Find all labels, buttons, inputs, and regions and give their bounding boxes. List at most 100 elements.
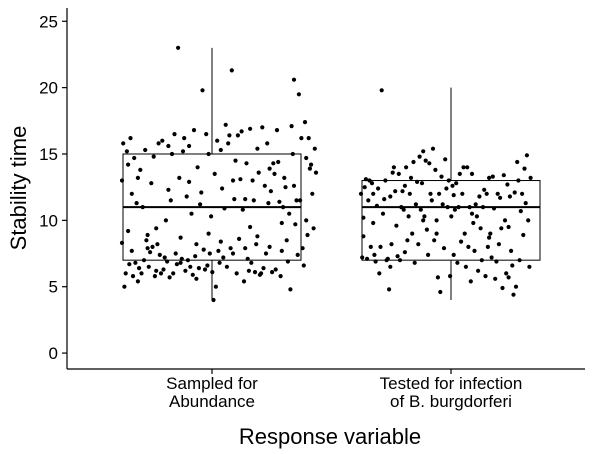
data-point bbox=[184, 194, 189, 199]
data-point bbox=[165, 259, 170, 264]
data-point bbox=[177, 175, 182, 180]
data-point bbox=[363, 177, 368, 182]
data-point bbox=[156, 141, 161, 146]
data-point bbox=[230, 251, 236, 256]
data-point bbox=[473, 202, 478, 207]
data-point bbox=[438, 289, 443, 295]
data-point bbox=[139, 271, 144, 276]
data-point bbox=[404, 165, 409, 170]
data-point bbox=[480, 205, 486, 210]
data-point bbox=[310, 191, 315, 196]
data-point bbox=[528, 175, 533, 180]
data-point bbox=[388, 194, 393, 199]
data-point bbox=[152, 274, 157, 279]
data-point bbox=[291, 77, 297, 82]
data-point bbox=[485, 244, 490, 249]
data-point bbox=[263, 251, 269, 256]
data-point bbox=[371, 220, 376, 226]
data-point bbox=[495, 191, 500, 196]
data-point bbox=[169, 151, 175, 157]
data-point bbox=[299, 136, 304, 141]
data-point bbox=[369, 181, 375, 186]
data-point bbox=[128, 136, 133, 141]
data-point bbox=[445, 205, 450, 210]
data-point bbox=[239, 129, 244, 134]
data-point bbox=[402, 250, 407, 255]
data-point bbox=[389, 242, 394, 247]
data-point bbox=[361, 234, 366, 239]
data-point bbox=[277, 199, 282, 204]
data-point bbox=[496, 242, 501, 247]
data-point bbox=[141, 258, 147, 263]
data-point bbox=[216, 248, 221, 253]
data-point bbox=[487, 235, 492, 240]
data-point bbox=[509, 248, 514, 253]
data-point bbox=[215, 138, 220, 143]
data-point bbox=[515, 159, 520, 165]
y-tick-label: 0 bbox=[49, 344, 58, 363]
data-point bbox=[437, 191, 442, 196]
data-point bbox=[478, 226, 483, 231]
data-point bbox=[507, 194, 512, 199]
data-point bbox=[471, 220, 476, 226]
data-point bbox=[434, 231, 439, 236]
data-point bbox=[195, 165, 200, 170]
data-point bbox=[368, 244, 373, 249]
data-point bbox=[456, 205, 461, 210]
data-point bbox=[218, 147, 223, 153]
data-point bbox=[210, 270, 215, 275]
data-point bbox=[250, 178, 255, 183]
data-point bbox=[134, 201, 139, 206]
data-point bbox=[234, 271, 239, 276]
data-point bbox=[477, 194, 482, 199]
data-point bbox=[511, 292, 516, 297]
data-point bbox=[217, 260, 222, 265]
data-point bbox=[183, 268, 188, 273]
data-point bbox=[145, 232, 150, 238]
data-point bbox=[455, 260, 460, 265]
data-point bbox=[479, 258, 484, 263]
data-point bbox=[221, 255, 226, 260]
data-point bbox=[283, 185, 288, 190]
data-point bbox=[407, 191, 412, 196]
data-point bbox=[309, 162, 314, 167]
data-point bbox=[423, 158, 428, 163]
data-point bbox=[365, 256, 370, 261]
data-point bbox=[301, 263, 306, 268]
data-point bbox=[262, 183, 267, 188]
y-axis-title: Stability time bbox=[6, 126, 31, 251]
y-tick-label: 25 bbox=[39, 12, 58, 31]
data-point bbox=[284, 238, 289, 243]
data-point bbox=[360, 255, 365, 260]
data-point bbox=[189, 211, 194, 216]
data-point bbox=[396, 171, 401, 176]
data-point bbox=[232, 197, 237, 202]
data-point bbox=[393, 189, 398, 194]
data-point bbox=[187, 143, 192, 149]
data-point bbox=[469, 171, 475, 176]
data-point bbox=[188, 264, 193, 269]
data-point bbox=[483, 274, 488, 279]
data-point bbox=[510, 263, 515, 268]
data-point bbox=[143, 147, 148, 153]
data-point bbox=[517, 258, 522, 263]
box-category-2 bbox=[361, 87, 541, 300]
data-point bbox=[227, 133, 232, 138]
data-point bbox=[484, 191, 489, 196]
data-point bbox=[400, 189, 405, 194]
data-point bbox=[412, 260, 417, 265]
data-point bbox=[218, 239, 223, 244]
data-point bbox=[279, 248, 284, 253]
data-point bbox=[248, 126, 253, 131]
data-point bbox=[379, 88, 384, 93]
data-point bbox=[522, 166, 527, 171]
data-point bbox=[493, 276, 498, 281]
data-point bbox=[135, 279, 140, 284]
data-point bbox=[450, 183, 455, 188]
data-point bbox=[246, 268, 251, 273]
data-point bbox=[395, 254, 400, 259]
data-point bbox=[504, 271, 509, 276]
data-point bbox=[224, 264, 229, 269]
data-point bbox=[300, 246, 305, 251]
data-point bbox=[155, 242, 160, 247]
